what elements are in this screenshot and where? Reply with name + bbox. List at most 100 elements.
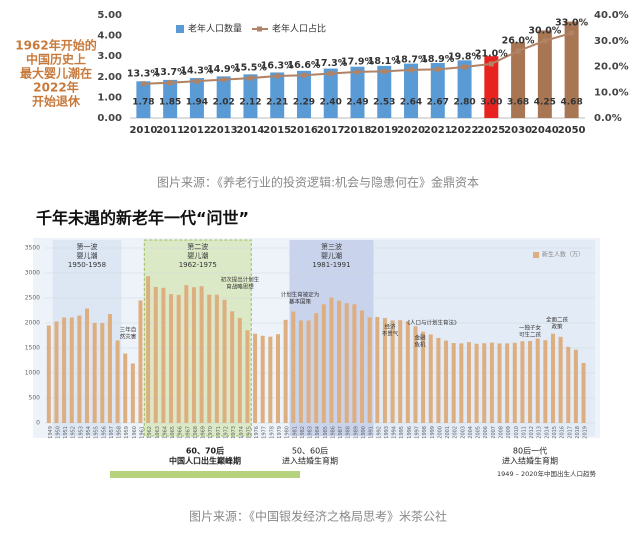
x-tick-label: 2011 [521,426,527,439]
bar [350,66,365,118]
bar [489,342,494,423]
y-tick-label: 0.00 [97,113,122,124]
bar [253,333,258,423]
bar [367,317,372,423]
bar [136,81,151,118]
bar [558,336,563,423]
bar [92,323,97,423]
x-tick-label: 1990 [361,426,367,439]
y-tick-label: 3000 [25,270,40,277]
bar [404,63,419,118]
bar-value-label: 2.02 [213,98,235,108]
legend-swatch [257,26,262,32]
bar-value-label: 1.78 [132,98,154,108]
bar [360,310,365,423]
bar [413,326,418,423]
x-tick-label: 2018 [344,125,372,136]
period-label: 进入结婚生育期 [282,456,338,466]
x-tick-label: 1984 [315,426,321,439]
band [143,239,252,437]
bar [199,286,204,423]
x-tick-label: 1968 [193,426,199,439]
line-marker [221,77,227,83]
x-tick-label: 2020 [397,125,425,136]
x-tick-label: 1978 [269,426,275,439]
annotation: 金融 [414,334,426,342]
bar [352,304,357,423]
bar-value-label: 2.40 [320,98,342,108]
annotation: 开始退休 [32,94,81,109]
bar [484,56,499,118]
x-tick-label: 2014 [544,426,550,439]
line-value-label: 17.3% [314,58,347,69]
bar-value-label: 2.12 [239,98,261,108]
x-tick-label: 1961 [139,426,145,439]
bar [291,311,296,423]
x-tick-label: 1981 [292,426,298,439]
line-value-label: 26.0% [502,36,535,47]
bar [237,317,242,423]
bar-value-label: 2.49 [346,98,368,108]
x-tick-label: 2025 [477,125,505,136]
bar [46,325,51,423]
line-value-label: 17.9% [341,56,374,67]
x-tick-label: 2013 [210,125,238,136]
bar [130,363,135,423]
bar [505,343,510,423]
x-tick-label: 1970 [208,426,214,439]
bar [323,68,338,118]
x-tick-label: 1975 [246,426,252,439]
x-tick-label: 1999 [430,426,436,439]
bar [85,308,90,423]
annotation: 三年自 [120,326,137,334]
line-value-label: 19.8% [448,52,481,63]
y2-tick-label: 40.0% [594,10,629,21]
band-label: 1962-1975 [179,261,217,269]
bar [390,320,395,423]
line-marker [328,70,334,76]
bar [377,65,392,118]
bar [222,299,227,423]
period-label: 中国人口出生巅峰期 [169,456,241,466]
period-label: 进入结婚生育期 [502,456,558,466]
legend-label: 老年人口占比 [272,23,326,35]
x-tick-label: 1989 [353,426,359,439]
line-marker [247,75,253,81]
y-tick-label: 2.00 [97,72,122,83]
bar-value-label: 2.64 [400,98,422,108]
x-tick-label: 1955 [94,426,100,439]
bar [451,343,456,423]
bar [436,337,441,423]
line-value-label: 14.9% [207,64,240,75]
bar-value-label: 1.94 [186,98,208,108]
x-tick-label: 2000 [437,426,443,439]
bar-value-label: 2.29 [293,98,315,108]
line-value-label: 21.0% [475,48,508,59]
bar [573,349,578,423]
y-tick-label: 2500 [25,295,40,302]
note: 1949 – 2020年中国出生人口趋势 [497,469,596,478]
x-tick-label: 1980 [285,426,291,439]
bar [100,323,105,423]
bar [243,74,258,118]
x-tick-label: 1960 [132,426,138,439]
bar [314,313,319,423]
bar [245,330,250,423]
bar [520,341,525,423]
y-tick-label: 1.00 [97,92,122,103]
line-marker [515,48,521,54]
x-tick-label: 2013 [537,426,543,439]
x-tick-label: 2002 [453,426,459,439]
x-tick-label: 2006 [483,426,489,439]
bar [344,303,349,423]
bar [77,315,82,423]
chart-title: 千年未遇的新老年一代“问世” [36,209,249,228]
bar [430,62,445,118]
annotation: 基本国策 [289,298,312,306]
annotation: 政策 [551,323,563,331]
x-tick-label: 1983 [308,426,314,439]
x-tick-label: 1996 [407,426,413,439]
x-tick-label: 1994 [392,426,398,439]
x-tick-label: 2022 [451,125,479,136]
x-tick-label: 2019 [370,125,398,136]
